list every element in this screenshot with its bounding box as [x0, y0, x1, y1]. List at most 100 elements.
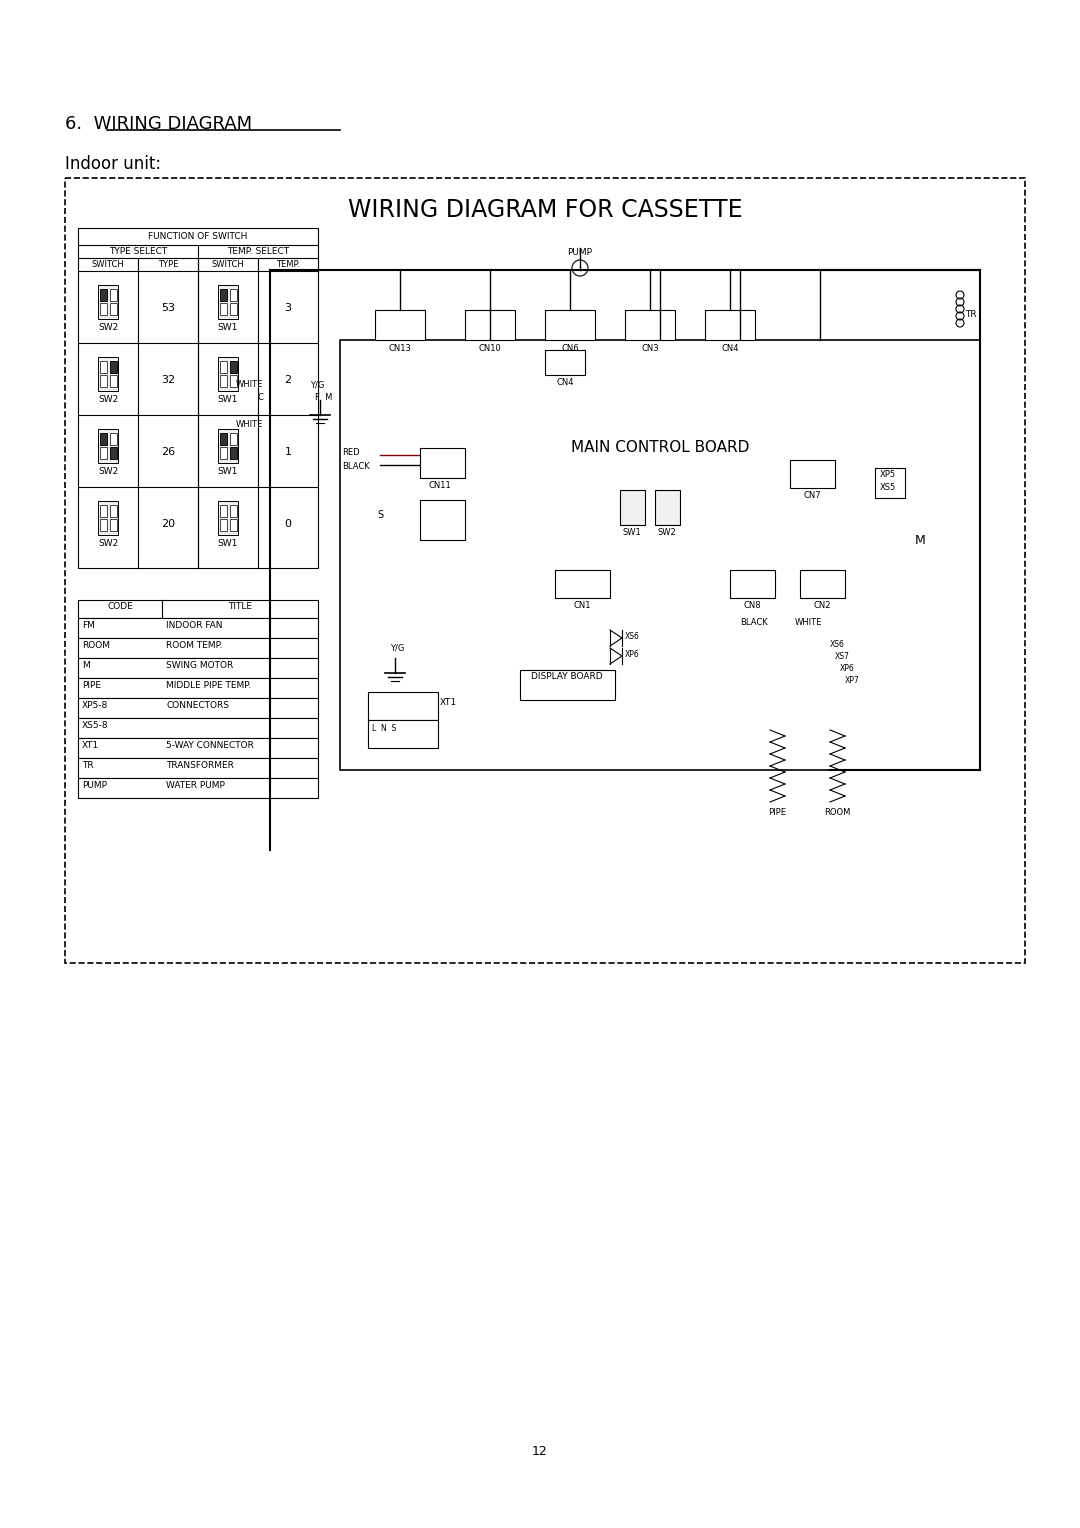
Bar — [100, 289, 107, 301]
Bar — [100, 448, 107, 458]
Bar — [465, 310, 515, 341]
Bar — [220, 520, 227, 532]
Bar — [218, 429, 238, 463]
Bar — [98, 286, 118, 319]
Text: CODE: CODE — [107, 602, 133, 611]
Text: ROOM: ROOM — [824, 808, 850, 817]
Bar — [100, 374, 107, 387]
Bar — [230, 303, 237, 315]
Text: TR: TR — [82, 761, 94, 770]
Bar — [218, 358, 238, 391]
Text: SWITCH: SWITCH — [212, 260, 244, 269]
Bar — [340, 341, 980, 770]
Bar — [220, 448, 227, 458]
Text: SW1: SW1 — [218, 468, 239, 477]
Bar — [100, 303, 107, 315]
Text: SW1: SW1 — [623, 529, 642, 536]
Text: PUMP: PUMP — [82, 781, 107, 790]
Text: CN4: CN4 — [556, 377, 573, 387]
Text: CN1: CN1 — [573, 601, 591, 610]
Bar — [98, 501, 118, 535]
Bar — [230, 448, 237, 458]
Bar — [65, 177, 1025, 963]
Text: TEMP. SELECT: TEMP. SELECT — [227, 248, 289, 257]
Text: C: C — [257, 393, 264, 402]
Bar — [220, 432, 227, 445]
Text: PIPE: PIPE — [82, 681, 102, 691]
Bar — [100, 361, 107, 373]
Bar — [78, 659, 318, 678]
Bar — [78, 639, 318, 659]
Text: TEMP.: TEMP. — [276, 260, 300, 269]
Text: XP5-8: XP5-8 — [82, 701, 108, 711]
Bar — [78, 601, 318, 617]
Text: SW1: SW1 — [218, 539, 239, 549]
Bar — [555, 570, 610, 597]
Text: S: S — [377, 510, 383, 520]
Bar — [100, 504, 107, 516]
Text: Y/G: Y/G — [390, 643, 404, 652]
Bar — [110, 361, 117, 373]
Bar — [78, 228, 318, 568]
Bar — [78, 778, 318, 798]
Text: XS6: XS6 — [831, 640, 845, 649]
Bar — [220, 303, 227, 315]
Bar — [218, 501, 238, 535]
Text: 2: 2 — [284, 374, 292, 385]
Text: DISPLAY BOARD: DISPLAY BOARD — [531, 672, 603, 681]
Bar — [78, 718, 318, 738]
Text: 0: 0 — [284, 520, 292, 529]
Text: M: M — [915, 533, 926, 547]
Text: WIRING DIAGRAM FOR CASSETTE: WIRING DIAGRAM FOR CASSETTE — [348, 199, 742, 222]
Bar — [230, 448, 237, 458]
Bar — [368, 720, 438, 749]
Bar — [78, 758, 318, 778]
Bar — [218, 286, 238, 319]
Text: L  N  S: L N S — [372, 724, 396, 733]
Bar — [110, 520, 117, 532]
Text: 5-WAY CONNECTOR: 5-WAY CONNECTOR — [166, 741, 254, 750]
Bar — [100, 432, 107, 445]
Text: ROOM TEMP.: ROOM TEMP. — [166, 642, 222, 649]
Text: CN10: CN10 — [478, 344, 501, 353]
Bar — [220, 289, 227, 301]
Text: MAIN CONTROL BOARD: MAIN CONTROL BOARD — [571, 440, 750, 455]
Bar — [100, 289, 107, 301]
Text: 3: 3 — [284, 303, 292, 313]
Text: SW1: SW1 — [218, 396, 239, 403]
Bar — [875, 468, 905, 498]
Text: WATER PUMP: WATER PUMP — [166, 781, 225, 790]
Bar — [230, 361, 237, 373]
Text: SW1: SW1 — [218, 322, 239, 332]
Text: RED: RED — [342, 448, 360, 457]
Bar — [230, 432, 237, 445]
Bar — [230, 520, 237, 532]
Bar — [110, 432, 117, 445]
Text: XP6: XP6 — [625, 649, 639, 659]
Bar — [420, 500, 465, 539]
Bar — [78, 698, 318, 718]
Bar — [800, 570, 845, 597]
Text: Y/G: Y/G — [310, 380, 324, 390]
Text: SWITCH: SWITCH — [92, 260, 124, 269]
Text: MIDDLE PIPE TEMP.: MIDDLE PIPE TEMP. — [166, 681, 252, 691]
Text: BLACK: BLACK — [342, 461, 369, 471]
Text: 12: 12 — [532, 1445, 548, 1458]
Text: TYPE SELECT: TYPE SELECT — [109, 248, 167, 257]
Bar — [220, 361, 227, 373]
Bar — [789, 460, 835, 487]
Text: 32: 32 — [161, 374, 175, 385]
Bar — [110, 448, 117, 458]
Text: WHITE: WHITE — [235, 420, 264, 429]
Bar — [110, 448, 117, 458]
Text: INDOOR FAN: INDOOR FAN — [166, 620, 222, 630]
Bar — [545, 350, 585, 374]
Bar — [98, 358, 118, 391]
Bar — [110, 361, 117, 373]
Bar — [230, 504, 237, 516]
Bar — [98, 429, 118, 463]
Text: CN8: CN8 — [743, 601, 760, 610]
Text: FM: FM — [82, 620, 95, 630]
Text: 26: 26 — [161, 448, 175, 457]
Text: CN13: CN13 — [389, 344, 411, 353]
